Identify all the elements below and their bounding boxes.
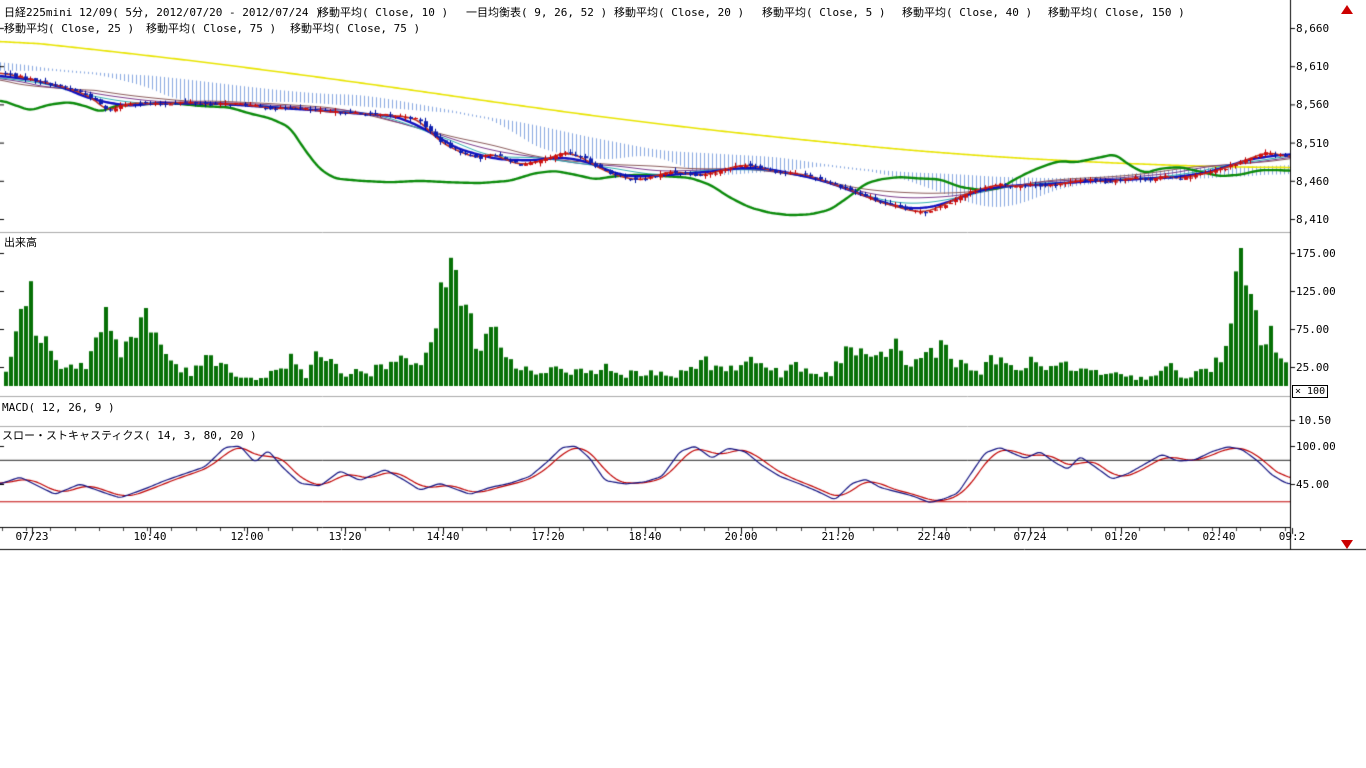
stochastics-panel-label: スロー・ストキャスティクス( 14, 3, 80, 20 ) xyxy=(2,429,257,442)
price-axis-label: 8,410 xyxy=(1296,213,1330,226)
indicator-label: 移動平均( Close, 75 ) xyxy=(290,22,421,35)
x-axis-label: 09:2 xyxy=(1278,530,1306,543)
volume-axis-label: 75.00 xyxy=(1296,323,1330,336)
price-axis-label: 8,610 xyxy=(1296,60,1330,74)
price-axis-label: 8,560 xyxy=(1296,98,1330,112)
chart-canvas[interactable] xyxy=(0,0,1366,560)
indicator-label: 移動平均( Close, 20 ) xyxy=(614,6,745,19)
stoch-axis-label: 45.00 xyxy=(1296,478,1330,491)
indicator-label: 移動平均( Close, 150 ) xyxy=(1048,6,1185,19)
x-axis-label: 13:20 xyxy=(328,530,362,543)
x-axis-label: 12:00 xyxy=(230,530,264,543)
indicator-label: 移動平均( Close, 40 ) xyxy=(902,6,1033,19)
macd-panel-label: MACD( 12, 26, 9 ) xyxy=(2,401,115,414)
x-axis-label: 18:40 xyxy=(628,530,662,543)
x-axis-label: 07/24 xyxy=(1013,530,1047,543)
volume-axis-label: 125.00 xyxy=(1296,285,1336,298)
x-axis-label: 21:20 xyxy=(821,530,855,543)
scroll-up-button[interactable] xyxy=(1341,5,1353,14)
price-axis-label: 8,660 xyxy=(1296,22,1330,35)
volume-scale-box: × 100 xyxy=(1292,385,1329,398)
indicator-label: 移動平均( Close, 10 ) xyxy=(318,6,449,19)
chart-title: 日経225mini 12/09( 5分, 2012/07/20 - 2012/0… xyxy=(4,6,322,19)
x-axis-label: 20:00 xyxy=(724,530,758,543)
macd-axis-label: 10.50 xyxy=(1298,414,1332,427)
x-axis-label: 10:40 xyxy=(133,530,167,543)
indicator-label: 移動平均( Close, 25 ) xyxy=(4,22,135,35)
scroll-down-button[interactable] xyxy=(1341,540,1353,549)
volume-axis-label: 175.00 xyxy=(1296,247,1336,260)
volume-axis-label: 25.00 xyxy=(1296,361,1330,374)
price-axis-label: 8,460 xyxy=(1296,174,1330,188)
indicator-label: 移動平均( Close, 75 ) xyxy=(146,22,277,35)
stoch-axis-label: 100.00 xyxy=(1296,440,1336,453)
x-axis-label: 22:40 xyxy=(917,530,951,543)
indicator-label: 一目均衡表( 9, 26, 52 ) xyxy=(466,6,608,19)
x-axis-label: 07/23 xyxy=(15,530,49,543)
volume-panel-label: 出来高 xyxy=(4,236,37,249)
indicator-label: 移動平均( Close, 5 ) xyxy=(762,6,886,19)
x-axis-label: 02:40 xyxy=(1202,530,1236,543)
x-axis-label: 17:20 xyxy=(531,530,565,543)
x-axis-label: 01:20 xyxy=(1104,530,1138,543)
x-axis-label: 14:40 xyxy=(426,530,460,543)
price-axis-label: 8,510 xyxy=(1296,136,1330,150)
